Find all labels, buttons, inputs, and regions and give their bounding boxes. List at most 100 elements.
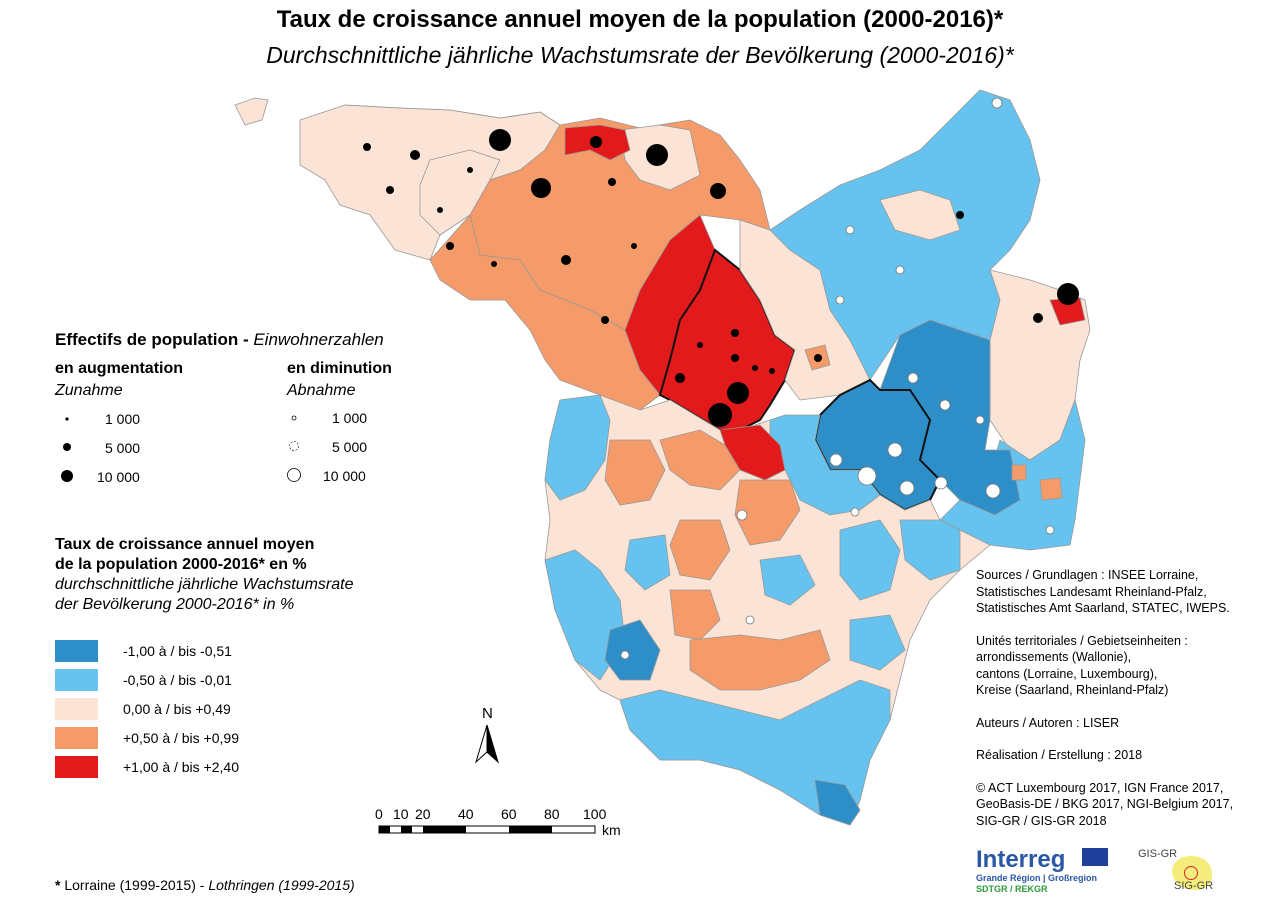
legend-class-swatch [55,698,98,720]
pop-increase-circle [752,365,758,371]
legend-increase-label-10000: 10 000 [97,469,140,485]
units-line: Unités territoriales / Gebietseinheiten … [976,633,1188,648]
pop-decrease-circle [745,615,755,625]
gis-gr-logo: GIS-GR SIG-GR [1138,848,1214,892]
copyright-line: © ACT Luxembourg 2017, IGN France 2017, [976,780,1224,795]
legend-class-label: 0,00 à / bis +0,49 [123,701,231,717]
pop-decrease-circle [1045,525,1055,535]
units-line: Kreise (Saarland, Rheinland-Pfalz) [976,683,1169,697]
pop-increase-circle [561,255,571,265]
pop-decrease-circle [991,97,1003,109]
legend-symbols-decrease [287,415,301,482]
pop-decrease-circle [857,466,877,486]
legend-class-label: +1,00 à / bis +2,40 [123,759,239,775]
pop-increase-circle [727,382,749,404]
rate-legend-title: Taux de croissance annuel moyen de la po… [55,536,354,613]
legend-decrease-1000 [291,415,297,421]
region-lorraine-blue-w1 [544,394,611,501]
north-label: N [482,705,493,722]
legend-class-swatch [55,756,98,778]
pop-increase-circle [410,150,420,160]
pop-decrease-circle [895,265,905,275]
pop-decrease-circle [887,442,903,458]
legend-symbols-increase [61,417,73,482]
legend-class-label: -1,00 à / bis -0,51 [123,643,232,659]
region-lorraine-orange-metz [659,429,741,491]
sources-line: Statistisches Amt Saarland, STATEC, IWEP… [976,601,1230,615]
pop-decrease-circle [985,483,1001,499]
region-lorraine-orange-e [689,629,831,691]
pop-increase-circle [710,183,726,199]
pop-increase-circle [814,354,822,362]
scale-tick-label: 20 [415,806,431,822]
legend-decrease-label-10000: 10 000 [323,468,366,484]
legend-increase-label-1000: 1 000 [105,411,141,427]
population-legend-title: Effectifs de population - Einwohnerzahle… [55,330,384,349]
pop-increase-circle [601,316,609,324]
region-lorraine-orange-d [669,589,721,641]
region-wallonie-pink-a [419,149,501,236]
region-rlp-small-orange [1039,477,1063,501]
pop-increase-circle [956,211,964,219]
legend-class-label: -0,50 à / bis -0,01 [123,672,232,688]
legend-decrease-fr: en diminution [287,360,392,377]
pop-decrease-circle [835,295,845,305]
copyright-line: GeoBasis-DE / BKG 2017, NGI-Belgium 2017… [976,797,1234,811]
pop-decrease-circle [899,480,915,496]
pop-increase-circle [675,373,685,383]
pop-decrease-circle [829,453,843,467]
legend-increase-de: Zunahme [55,382,123,399]
pop-decrease-circle [934,476,948,490]
crosshair-icon [1184,866,1198,880]
legend-increase-label-5000: 5 000 [105,440,141,456]
legend-decrease-label-5000: 5 000 [332,439,368,455]
region-lorraine-orange-c [669,519,731,581]
pop-decrease-circle [850,507,860,517]
region-lorraine-blue-e4 [759,554,816,606]
legend-decrease-de: Abnahme [287,382,356,399]
pop-increase-circle [386,186,394,194]
region-lorraine-blue-e3 [849,614,906,671]
region-rlp-north [769,89,1041,381]
footnote: * Lorraine (1999-2015) - Lothringen (199… [55,877,355,893]
legend-class-swatch [55,669,98,691]
pop-increase-circle [491,261,497,267]
pop-increase-circle [731,329,739,337]
pop-increase-circle [697,342,703,348]
map-title-de: Durchschnittliche jährliche Wachstumsrat… [266,42,1014,68]
copyright-line: SIG-GR / GIS-GR 2018 [976,813,1107,828]
pop-increase-circle [531,178,551,198]
pop-increase-circle [590,136,602,148]
legend-increase-5000 [63,443,71,451]
pop-decrease-circle [939,399,951,411]
region-wallonie-south [429,214,661,411]
sources-block: Sources / Grundlagen : INSEE Lorraine, S… [976,567,1276,845]
pop-increase-circle [708,403,732,427]
interreg-logo: Interreg Grande Région | Großregion SDTG… [976,846,1116,898]
scale-tick-label: 10 [393,806,409,822]
pop-decrease-circle [736,509,748,521]
population-symbols [363,97,1079,660]
region-lorraine-blue-c [624,534,671,591]
scale-tick-label: 40 [458,806,474,822]
scale-tick-label: 100 [583,806,607,822]
sources-line: Sources / Grundlagen : INSEE Lorraine, [976,568,1199,582]
pop-increase-circle [1057,283,1079,305]
pop-increase-circle [467,167,473,173]
region-lorraine-blue-e2 [899,519,961,581]
pop-decrease-circle [907,372,919,384]
pop-increase-circle [769,368,775,374]
pop-increase-circle [437,207,443,213]
region-lorraine-red-metz [719,424,786,481]
pop-increase-circle [631,243,637,249]
legend-decrease-label-1000: 1 000 [332,410,368,426]
legend-decrease-5000 [289,441,299,451]
authors-line: Auteurs / Autoren : LISER [976,715,1120,730]
legend-increase-1000 [65,417,69,421]
eu-flag-icon [1082,848,1108,866]
legend-decrease-10000 [287,468,301,482]
pop-decrease-circle [620,650,630,660]
pop-increase-circle [1033,313,1043,323]
legend-class-swatch [55,640,98,662]
